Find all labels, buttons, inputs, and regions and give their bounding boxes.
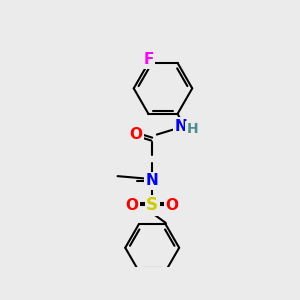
Text: S: S (146, 196, 158, 214)
Text: N: N (174, 118, 187, 134)
Text: O: O (126, 198, 139, 213)
Text: O: O (130, 127, 142, 142)
Text: N: N (146, 173, 159, 188)
Text: F: F (143, 52, 154, 68)
Text: H: H (186, 122, 198, 136)
Text: O: O (166, 198, 179, 213)
